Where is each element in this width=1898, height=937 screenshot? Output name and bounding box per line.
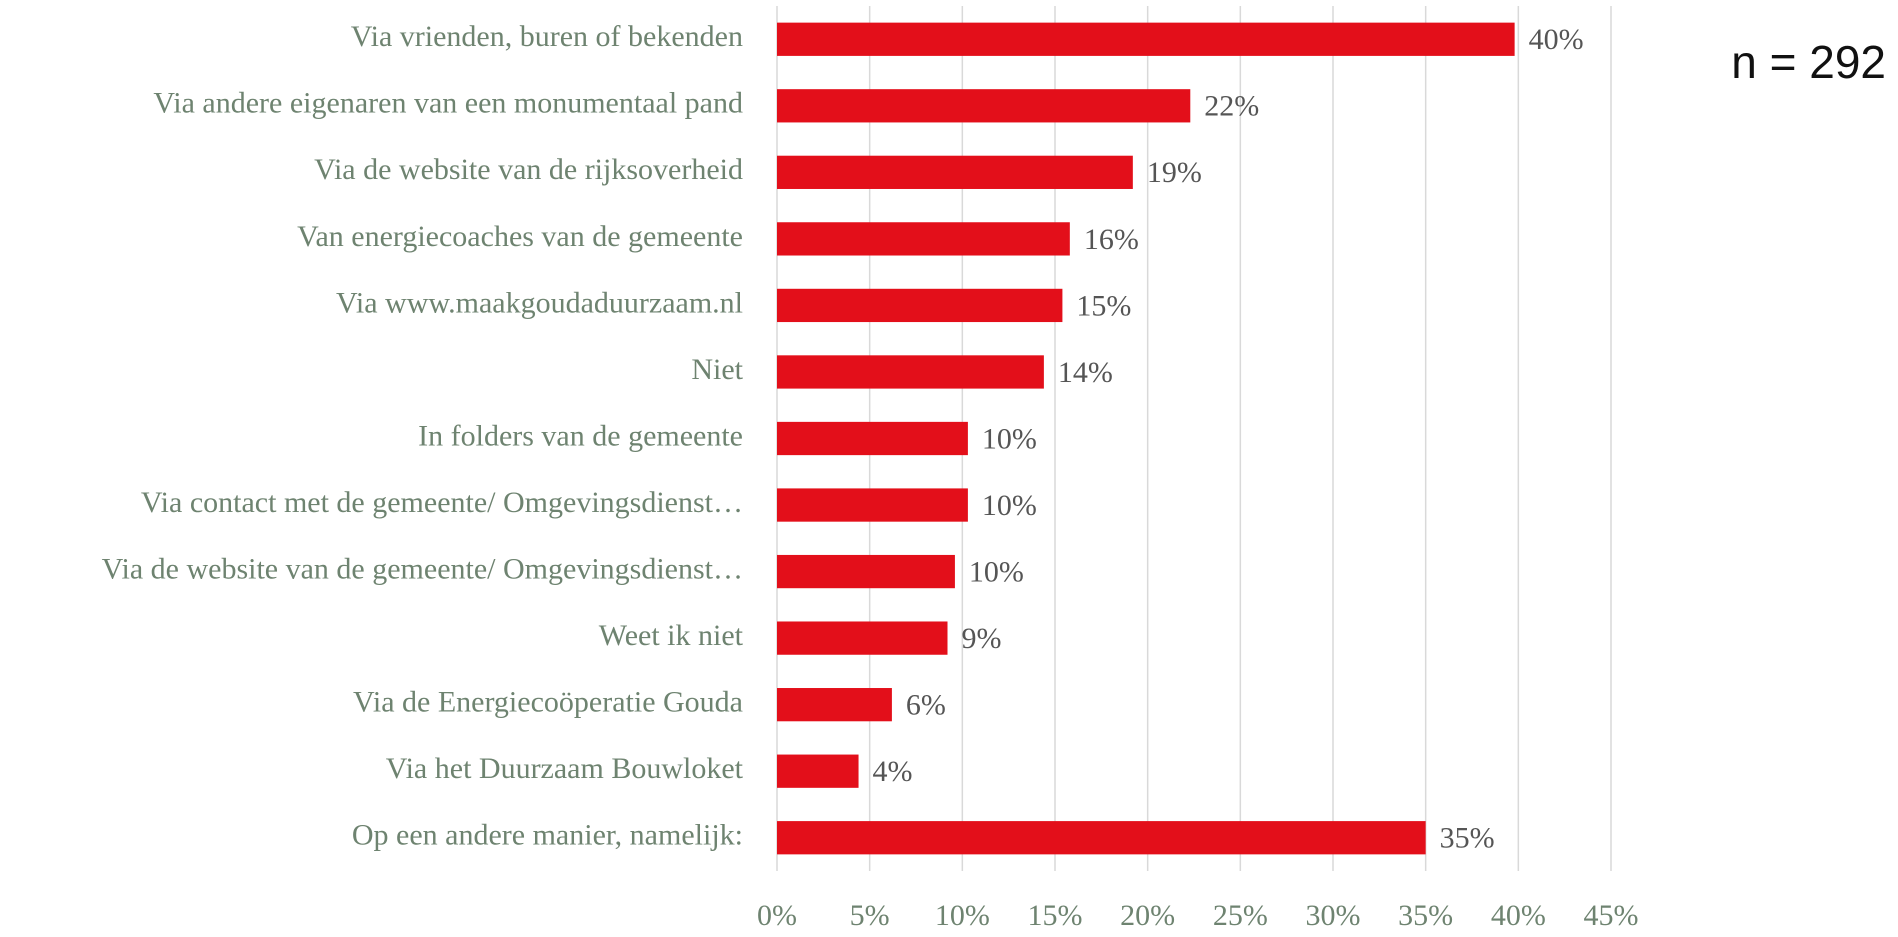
value-label: 35% bbox=[1440, 822, 1495, 855]
bar bbox=[777, 355, 1044, 389]
value-label: 9% bbox=[962, 622, 1002, 655]
bar bbox=[777, 421, 968, 456]
value-label: 14% bbox=[1058, 356, 1113, 389]
bar bbox=[777, 821, 1426, 855]
value-label: 15% bbox=[1076, 289, 1131, 322]
bar bbox=[777, 554, 955, 589]
bar bbox=[777, 488, 968, 522]
x-tick-label: 15% bbox=[1028, 899, 1083, 932]
value-label: 6% bbox=[906, 689, 946, 722]
x-tick-label: 35% bbox=[1398, 899, 1453, 932]
x-tick-label: 45% bbox=[1584, 899, 1639, 932]
category-label: Niet bbox=[691, 353, 743, 386]
category-label: Weet ik niet bbox=[599, 619, 744, 652]
value-label: 19% bbox=[1147, 156, 1202, 189]
x-tick-label: 0% bbox=[757, 899, 797, 932]
bar bbox=[777, 288, 1063, 323]
bar bbox=[777, 155, 1133, 189]
value-label: 10% bbox=[982, 489, 1037, 522]
bar bbox=[777, 688, 892, 722]
bar bbox=[777, 89, 1191, 123]
category-label: Via www.maakgoudaduurzaam.nl bbox=[336, 286, 743, 319]
x-tick-label: 25% bbox=[1213, 899, 1268, 932]
category-label: Via vrienden, buren of bekenden bbox=[351, 20, 743, 53]
category-label: Via de website van de gemeente/ Omgeving… bbox=[102, 552, 743, 585]
category-label: Van energiecoaches van de gemeente bbox=[297, 220, 743, 253]
x-tick-label: 40% bbox=[1491, 899, 1546, 932]
bar bbox=[777, 222, 1070, 256]
sample-size: n = 292 bbox=[1731, 36, 1886, 88]
value-label: 40% bbox=[1529, 23, 1584, 56]
category-label: Via contact met de gemeente/ Omgevingsdi… bbox=[141, 486, 743, 519]
value-label: 16% bbox=[1084, 223, 1139, 256]
x-tick-label: 30% bbox=[1306, 899, 1361, 932]
category-label: In folders van de gemeente bbox=[418, 419, 743, 452]
value-label: 10% bbox=[969, 555, 1024, 588]
value-label: 4% bbox=[873, 755, 913, 788]
bar bbox=[777, 621, 948, 655]
x-tick-label: 20% bbox=[1120, 899, 1175, 932]
category-label: Via de Energiecoöperatie Gouda bbox=[353, 686, 743, 719]
x-tick-label: 5% bbox=[850, 899, 890, 932]
value-label: 10% bbox=[982, 422, 1037, 455]
bar bbox=[777, 754, 859, 788]
bar bbox=[777, 22, 1515, 56]
value-label: 22% bbox=[1204, 90, 1259, 123]
category-label: Via andere eigenaren van een monumentaal… bbox=[153, 87, 743, 120]
category-label: Op een andere manier, namelijk: bbox=[352, 819, 743, 852]
category-label: Via de website van de rijksoverheid bbox=[314, 153, 743, 186]
x-tick-label: 10% bbox=[935, 899, 990, 932]
category-label: Via het Duurzaam Bouwloket bbox=[386, 752, 744, 785]
